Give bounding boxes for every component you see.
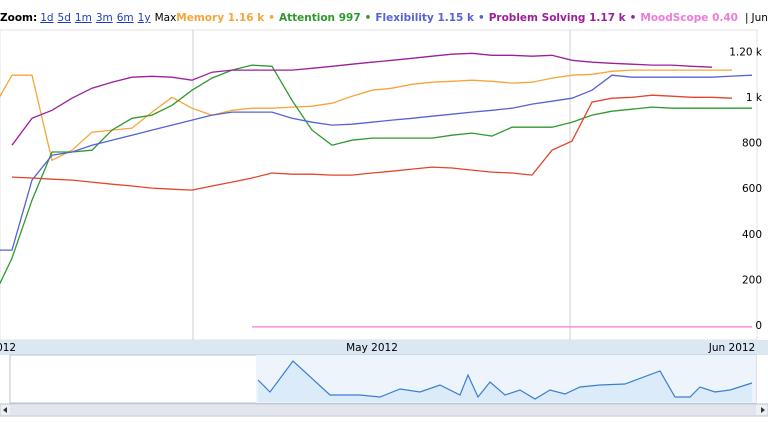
x-tick-label: Apr 2012 (0, 342, 16, 354)
current-date: June 17, 2012 (751, 12, 768, 24)
overview-area (258, 361, 752, 402)
x-axis-band (0, 340, 768, 355)
legend-dot: • (629, 12, 637, 24)
legend-value: 0.40 (712, 12, 738, 24)
plot-layer: 0 200 400 600 800 1 k 1.20 k Apr 2012 May 2012 Ju… (0, 46, 763, 402)
scroll-right[interactable] (761, 407, 765, 413)
y-tick-label: 1.20 k (729, 46, 763, 58)
overview-line (257, 360, 753, 400)
legend-name: Memory (176, 12, 225, 24)
separator: | (744, 12, 749, 24)
plot-area (0, 29, 758, 341)
series-line (11, 94, 733, 191)
series-line (0, 74, 753, 251)
legend-entry[interactable]: Attention 997 (279, 12, 361, 24)
legend-dot: • (478, 12, 485, 24)
legend-value: 997 (338, 12, 361, 24)
zoom-option[interactable]: 6m (116, 12, 134, 24)
y-tick-label: 800 (742, 138, 762, 150)
series-line (0, 64, 752, 285)
scroll-left[interactable] (3, 407, 7, 413)
zoom-option[interactable]: 3m (95, 12, 113, 24)
legend-value: 1.15 k (437, 12, 474, 24)
zoom-option[interactable]: 1d (40, 12, 54, 24)
series-line (11, 52, 713, 146)
legend-value: 1.16 k (227, 12, 265, 24)
y-tick-label: 1 k (746, 92, 763, 104)
x-tick-label: Jun 2012 (708, 342, 755, 354)
legend-entry[interactable]: Flexibility 1.15 k (375, 12, 474, 24)
x-tick-label: May 2012 (346, 342, 398, 354)
zoom-label: Zoom: (0, 12, 38, 24)
legend-entry[interactable]: MoodScope 0.40 (640, 12, 738, 24)
scrollbar-thumb[interactable] (10, 405, 756, 415)
zoom-option[interactable]: 1m (74, 12, 92, 24)
y-tick-label: 200 (742, 274, 762, 286)
y-tick-label: 600 (742, 183, 762, 195)
legend-dot: • (268, 12, 275, 24)
legend-dot: • (364, 12, 372, 24)
legend-entry[interactable]: Memory 1.16 k (176, 12, 264, 24)
y-tick-label: 0 (755, 320, 762, 332)
series-line (0, 69, 732, 162)
legend-name: Flexibility (375, 12, 434, 24)
y-tick-label: 400 (742, 229, 762, 241)
zoom-option[interactable]: Max (154, 12, 177, 24)
legend-name: MoodScope (640, 12, 709, 24)
legend-entry[interactable]: Problem Solving 1.17 k (489, 12, 626, 24)
zoom-option[interactable]: 5d (57, 12, 71, 24)
legend-name: Problem Solving (488, 12, 586, 24)
legend-value: 1.17 k (589, 12, 626, 24)
header: Zoom: 1d 5d 1m 3m 6m 1y Max Memory 1.16 k • Attent… (0, 8, 768, 28)
zoom-option[interactable]: 1y (137, 12, 151, 24)
legend-name: Attention (278, 12, 336, 24)
